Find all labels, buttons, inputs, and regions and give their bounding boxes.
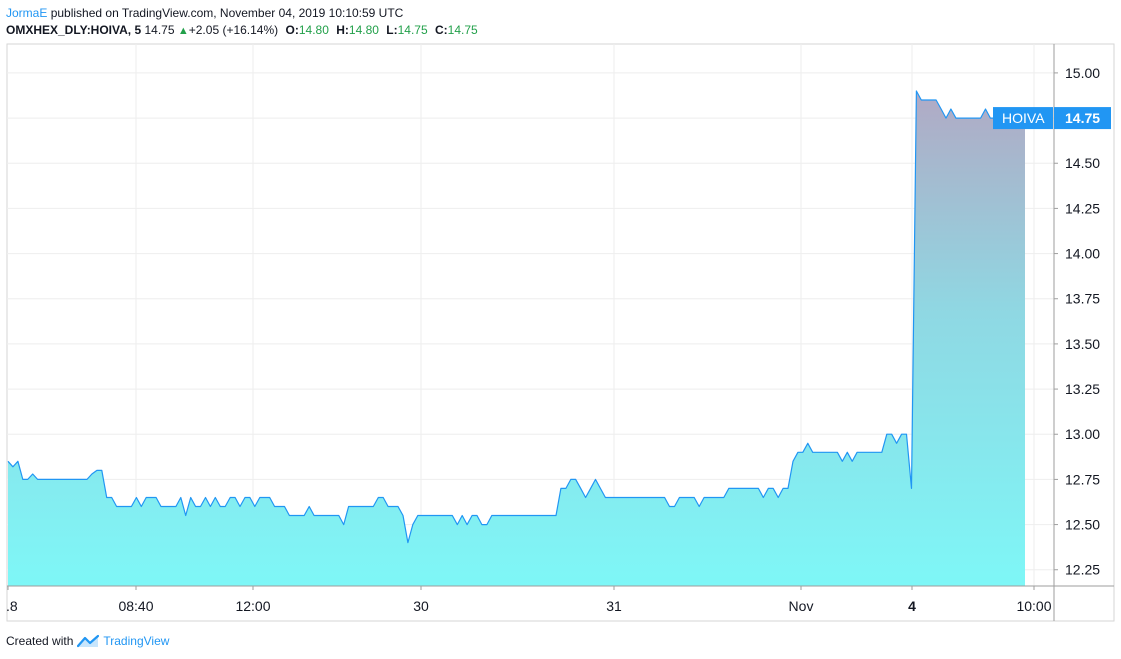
price-chart[interactable]: 15.00 14.75 14.50 14.25 14.00 13.75 13.50 13.25…	[0, 0, 1121, 630]
x-tick-label: Nov	[789, 598, 814, 614]
last-price-tag	[1054, 107, 1111, 130]
symbol-legend: OMXHEX_DLY:HOIVA, 5 14.75 ▲+2.05 (+16.14…	[6, 22, 478, 39]
x-tick-label: .8	[6, 598, 18, 614]
price-area-fill	[8, 91, 1025, 586]
close-label: C:	[434, 23, 448, 37]
y-tick-label: 13.75	[1065, 291, 1100, 307]
symbol-name: OMXHEX_DLY:HOIVA, 5	[6, 23, 142, 37]
low-label: L:	[386, 23, 398, 37]
high-label: H:	[336, 23, 349, 37]
y-tick-label: 13.00	[1065, 426, 1100, 442]
close-value: 14.75	[447, 23, 478, 37]
last-price: 14.75	[144, 23, 175, 37]
symbol-tag	[993, 107, 1053, 130]
x-tick-label: 30	[413, 598, 429, 614]
price-change: +2.05 (+16.14%)	[188, 23, 279, 37]
x-tick-label: 31	[606, 598, 622, 614]
y-tick-label: 14.50	[1065, 155, 1100, 171]
low-value: 14.75	[397, 23, 428, 37]
y-tick-label: 14.00	[1065, 246, 1100, 262]
tradingview-brand-link[interactable]: TradingView	[103, 634, 170, 648]
open-label: O:	[285, 23, 299, 37]
y-tick-label: 12.25	[1065, 562, 1100, 578]
y-tick-label: 13.50	[1065, 336, 1100, 352]
y-tick-label: 15.00	[1065, 65, 1100, 81]
x-tick-label: 08:40	[118, 598, 153, 614]
last-price-tag-label: 14.75	[1065, 110, 1100, 126]
up-arrow-icon: ▲	[177, 25, 189, 37]
price-line	[7, 90, 1025, 544]
y-tick-label: 13.25	[1065, 381, 1100, 397]
created-with-text: Created with	[6, 634, 74, 648]
published-text: published on TradingView.com, November 0…	[50, 6, 404, 20]
publish-info: JormaE published on TradingView.com, Nov…	[6, 5, 403, 21]
x-tick-label: 12:00	[235, 598, 270, 614]
tradingview-logo-icon	[77, 634, 100, 648]
footer: Created with TradingView	[6, 633, 169, 649]
author-link[interactable]: JormaE	[6, 6, 48, 20]
x-tick-label: 10:00	[1016, 598, 1051, 614]
y-tick-label: 12.75	[1065, 471, 1100, 487]
y-tick-label: 12.50	[1065, 517, 1100, 533]
x-tick-label: 4	[908, 598, 916, 614]
high-value: 14.80	[348, 23, 379, 37]
y-tick-label: 14.25	[1065, 200, 1100, 216]
symbol-tag-label: HOIVA	[1002, 110, 1045, 126]
open-value: 14.80	[298, 23, 329, 37]
